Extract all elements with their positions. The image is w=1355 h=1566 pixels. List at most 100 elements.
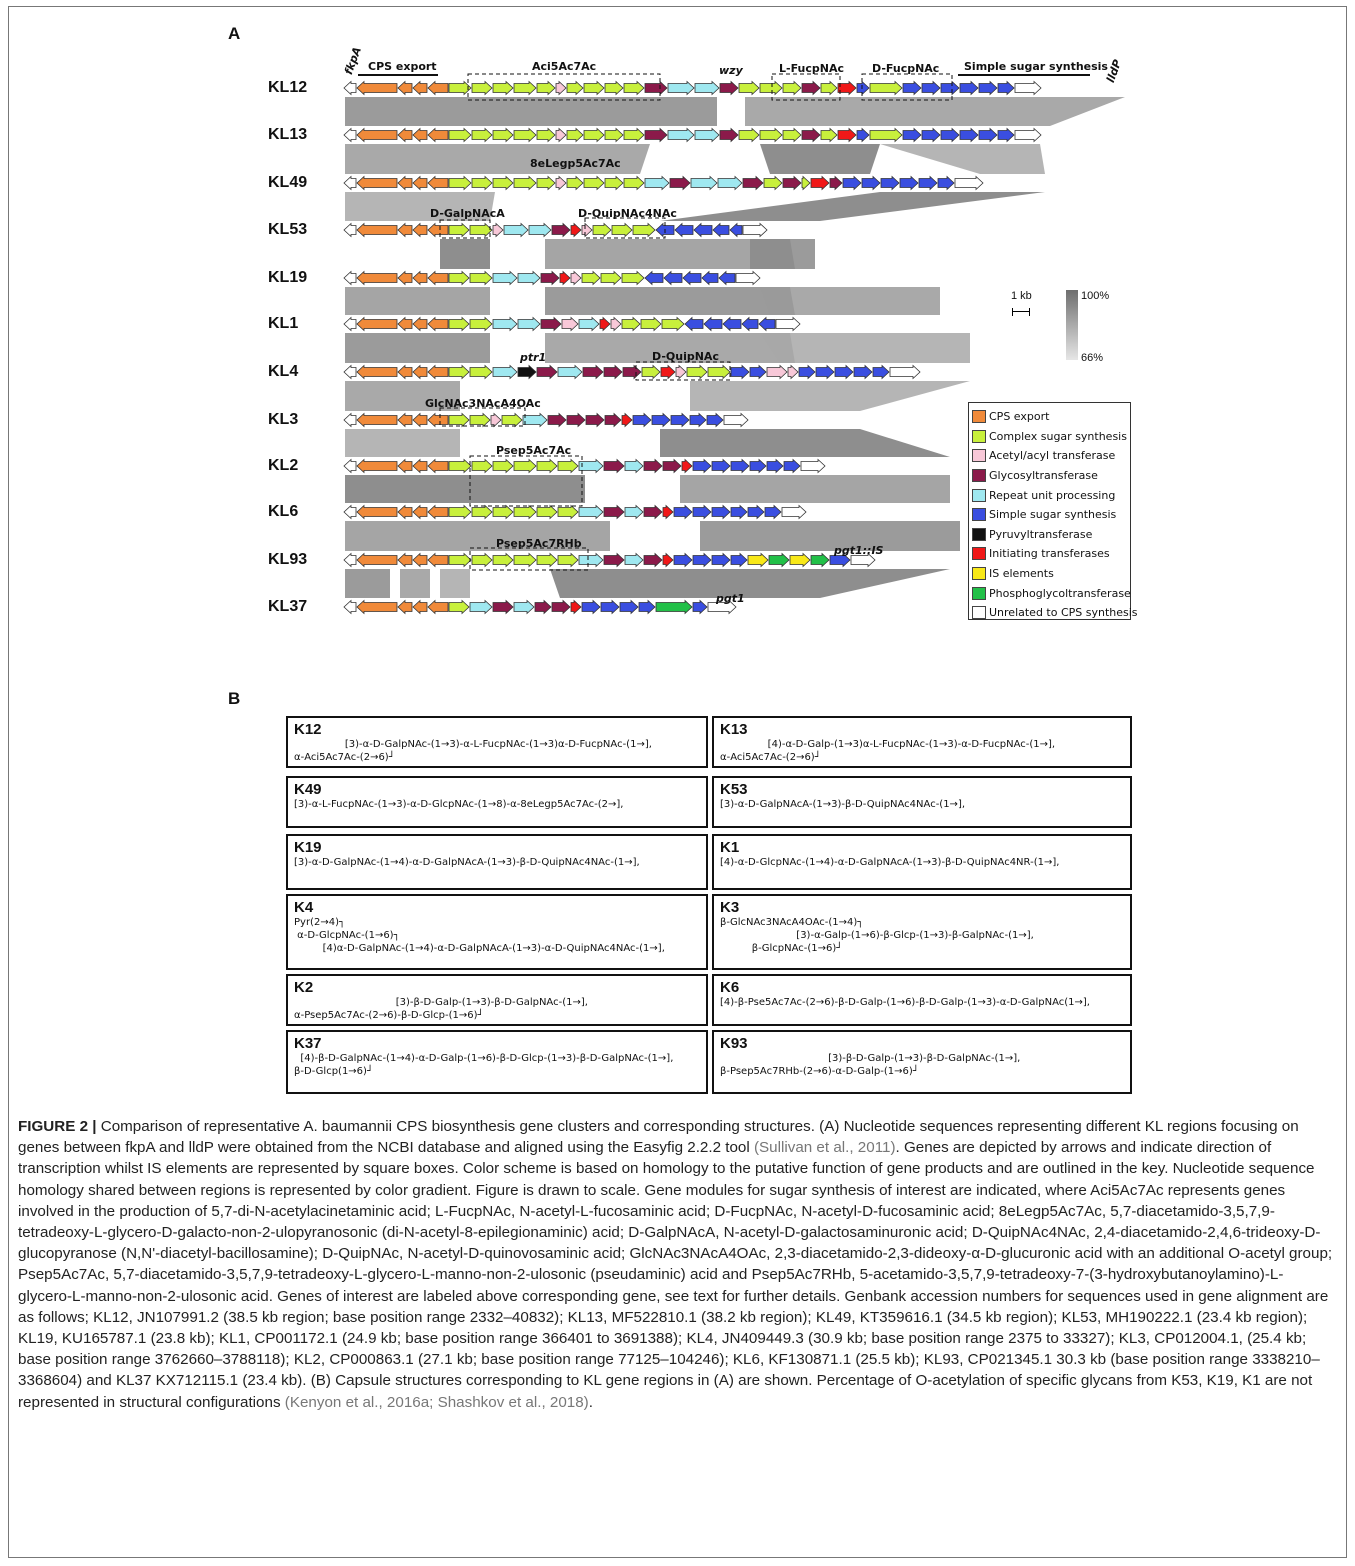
gene-arrow [578,458,604,474]
homology-band [660,192,1045,221]
homology-band [345,521,610,551]
gene-arrow [448,316,470,332]
gene-arrow [427,222,449,238]
gene-arrow [764,504,782,520]
gene-arrow [471,552,493,568]
gene-arrow [611,222,633,238]
gene-arrow [551,222,571,238]
homology-band [750,239,815,269]
gene-arrow [570,222,582,238]
gene-arrow [747,552,769,568]
gene-arrow [578,504,604,520]
gene-arrow [783,458,801,474]
gene-arrow [471,175,493,191]
structure-formula-line: β-Psep5Ac7RHb-(2→6)-α-D-Galp-(1→6)┘ [720,1066,919,1077]
gene-arrow [675,364,687,380]
gene-arrow [412,127,428,143]
gene-arrow [492,458,514,474]
homology-band [345,97,717,126]
structure-id: K53 [720,781,748,798]
gene-arrow [561,316,579,332]
gene-arrow [619,599,639,615]
gene-arrow [469,270,493,286]
gene-arrow [448,222,470,238]
gene-arrow [397,127,413,143]
gene-arrow [861,175,881,191]
gene-arrow [469,316,493,332]
gene-arrow [448,80,472,96]
gene-arrow [397,316,413,332]
structure-id: K13 [720,721,748,738]
gene-arrow [356,412,398,428]
gene-alignment-figure [343,73,1125,615]
legend-item: Pyruvyltransferase [972,525,1127,545]
structure-formula-line: β-D-Glcp(1→6)┘ [294,1066,373,1077]
homology-band [760,144,880,174]
gene-arrow [582,364,604,380]
gene-arrow [869,127,903,143]
gene-arrow [603,504,625,520]
structure-id: K3 [720,899,740,916]
gene-arrow [471,458,493,474]
structure-id: K19 [294,839,322,856]
gene-arrow [356,222,398,238]
gene-arrow [471,127,493,143]
gene-arrow [412,552,428,568]
citation-link[interactable]: (Kenyon et al., 2016a; Shashkov et al., … [284,1393,589,1411]
gene-arrow [937,175,955,191]
gene-arrow [448,127,472,143]
gene-arrow [623,80,645,96]
gene-arrow [492,127,514,143]
gene-arrow [343,270,357,286]
gene-arrow [492,504,514,520]
panel-b-label: B [228,689,241,708]
gene-arrow [712,222,730,238]
gene-arrow [448,504,472,520]
gene-arrow [559,270,571,286]
legend-item: Acetyl/acyl transferase [972,446,1127,466]
gene-arrow [667,80,695,96]
citation-link[interactable]: (Sullivan et al., 2011) [753,1139,896,1157]
gene-arrow [622,364,642,380]
gene-arrow [730,458,750,474]
gene-arrow [690,175,718,191]
gene-arrow [763,175,783,191]
gene-arrow [599,316,611,332]
gene-arrow [522,412,548,428]
structure-formula-line: α-D-GlcpNAc-(1→6)┐ [294,930,400,941]
homology-band [345,429,460,457]
gene-arrow [412,458,428,474]
structure-box-k2: K2 [3)-β-D-Galp-(1→3)-β-D-GalpNAc-(1→], α… [286,974,708,1026]
gene-arrow [623,175,645,191]
legend-label: Complex sugar synthesis [989,429,1127,443]
gene-arrow [583,127,605,143]
track-label-kl13: KL13 [268,126,308,143]
gene-arrow [528,222,552,238]
gene-arrow [707,599,737,615]
homology-band [760,333,970,363]
gene-arrow [536,504,558,520]
gene-arrow [621,412,633,428]
gene-arrow [513,80,537,96]
gene-arrow [674,222,694,238]
gene-arrow [427,270,449,286]
legend-label: Glycosyltransferase [989,469,1098,483]
gene-arrow [801,80,821,96]
gene-arrow [766,364,788,380]
gene-arrow [610,316,622,332]
homology-band [745,97,1125,126]
gene-arrow [356,316,398,332]
structure-formula-line: [4)-α-D-GlcpNAc-(1→4)-α-D-GalpNAcA-(1→3)… [720,857,1060,868]
gene-arrow [540,270,560,286]
gene-arrow [517,364,537,380]
gene-arrow [869,80,903,96]
gene-arrow [782,175,802,191]
gene-arrow [643,504,663,520]
gene-arrow [730,504,748,520]
module-dashed-box [584,217,666,239]
gene-arrow [343,364,357,380]
homology-band [345,287,490,315]
gene-arrow [940,127,960,143]
gradient-max-label: 100% [1081,290,1110,302]
gene-arrow [829,175,843,191]
